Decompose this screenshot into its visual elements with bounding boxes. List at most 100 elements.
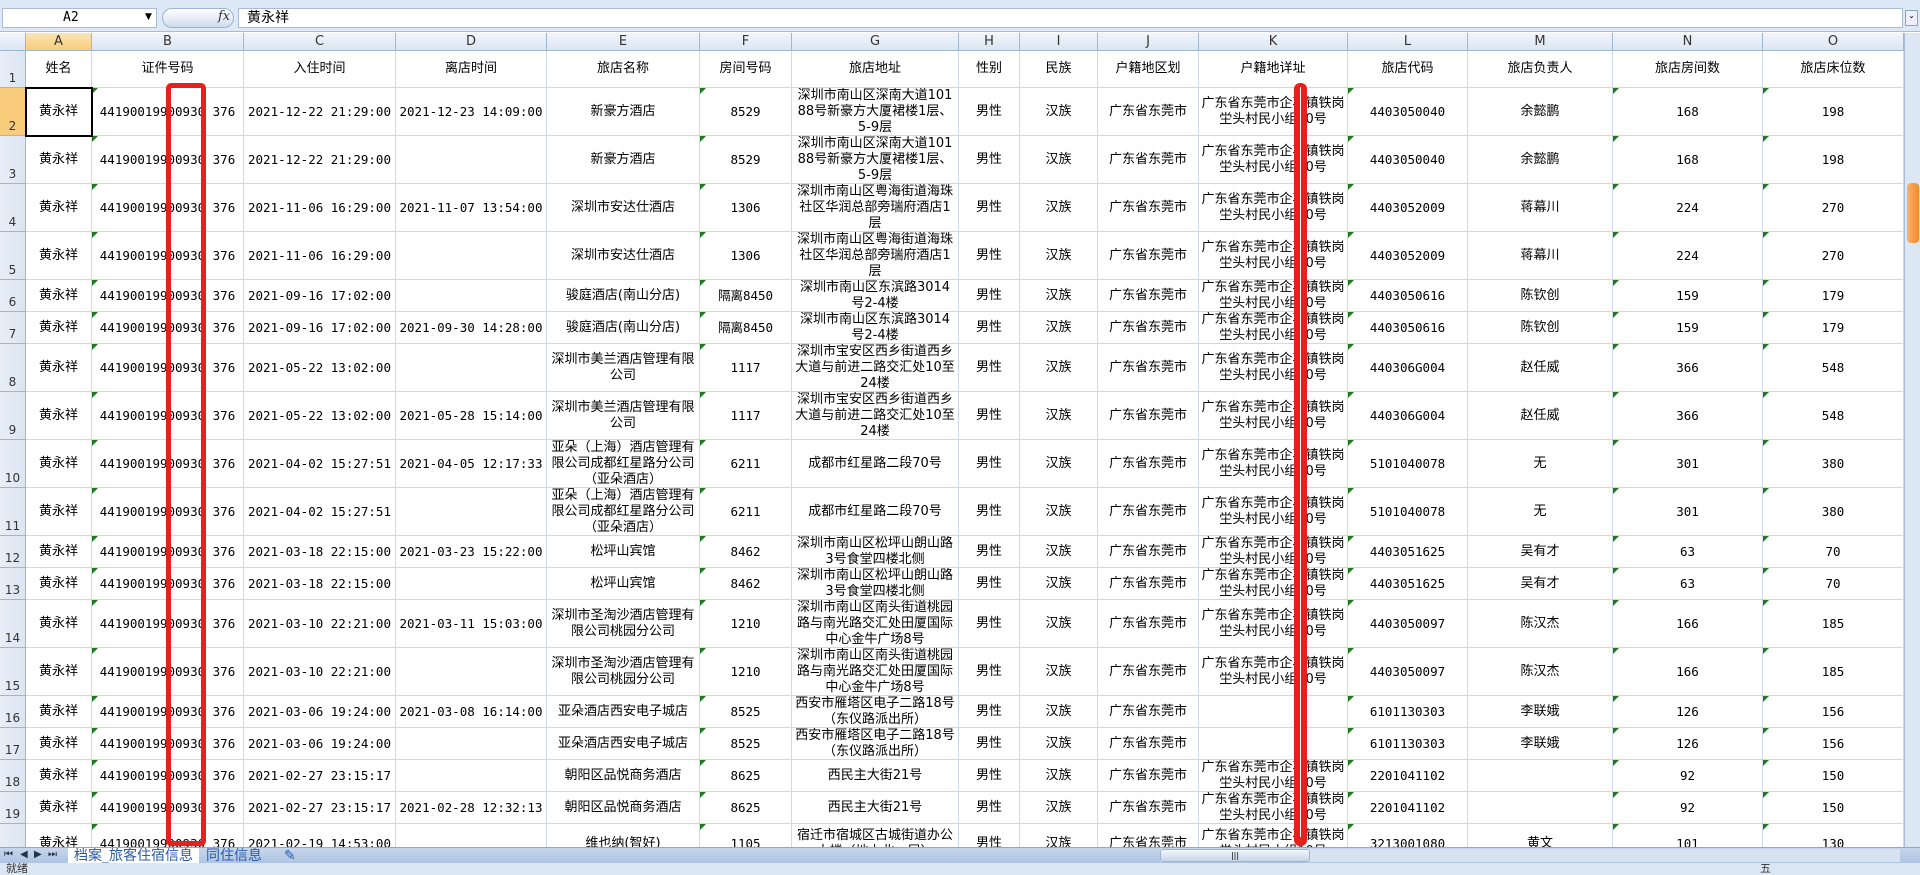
table-cell-C11[interactable]: 2021-04-02 15:27:51 xyxy=(244,488,396,536)
table-cell-J3[interactable]: 广东省东莞市 xyxy=(1098,136,1199,184)
table-cell-K16[interactable] xyxy=(1199,696,1348,728)
table-cell-H15[interactable]: 男性 xyxy=(959,648,1020,696)
table-cell-F5[interactable]: 1306 xyxy=(700,232,792,280)
vertical-scroll-thumb[interactable] xyxy=(1907,183,1919,243)
table-cell-A20[interactable]: 黄永祥 xyxy=(26,824,92,847)
table-cell-H6[interactable]: 男性 xyxy=(959,280,1020,312)
table-cell-A6[interactable]: 黄永祥 xyxy=(26,280,92,312)
table-cell-G14[interactable]: 深圳市南山区南头街道桃园路与南光路交汇处田厦国际中心金牛广场8号 xyxy=(792,600,959,648)
table-cell-G11[interactable]: 成都市红星路二段70号 xyxy=(792,488,959,536)
header-cell-J[interactable]: 户籍地区划 xyxy=(1098,51,1199,88)
table-cell-M9[interactable]: 赵任威 xyxy=(1468,392,1613,440)
header-cell-E[interactable]: 旅店名称 xyxy=(547,51,700,88)
name-box[interactable]: A2 xyxy=(2,8,157,28)
table-cell-F19[interactable]: 8625 xyxy=(700,792,792,824)
table-cell-M8[interactable]: 赵任威 xyxy=(1468,344,1613,392)
row-header-9[interactable]: 9 xyxy=(0,392,26,440)
table-cell-H11[interactable]: 男性 xyxy=(959,488,1020,536)
table-cell-L10[interactable]: 5101040078 xyxy=(1348,440,1468,488)
table-cell-C13[interactable]: 2021-03-18 22:15:00 xyxy=(244,568,396,600)
header-cell-L[interactable]: 旅店代码 xyxy=(1348,51,1468,88)
header-cell-H[interactable]: 性别 xyxy=(959,51,1020,88)
table-cell-A3[interactable]: 黄永祥 xyxy=(26,136,92,184)
table-cell-I8[interactable]: 汉族 xyxy=(1020,344,1098,392)
table-cell-C20[interactable]: 2021-02-19 14:53:00 xyxy=(244,824,396,847)
column-header-G[interactable]: G xyxy=(792,33,959,51)
header-cell-A[interactable]: 姓名 xyxy=(26,51,92,88)
column-header-D[interactable]: D xyxy=(396,33,547,51)
column-header-I[interactable]: I xyxy=(1020,33,1098,51)
table-cell-M18[interactable] xyxy=(1468,760,1613,792)
table-cell-C6[interactable]: 2021-09-16 17:02:00 xyxy=(244,280,396,312)
table-cell-G4[interactable]: 深圳市南山区粤海街道海珠社区华润总部旁瑞府酒店1层 xyxy=(792,184,959,232)
table-cell-H9[interactable]: 男性 xyxy=(959,392,1020,440)
table-cell-G8[interactable]: 深圳市宝安区西乡街道西乡大道与前进二路交汇处10至24楼 xyxy=(792,344,959,392)
table-cell-J11[interactable]: 广东省东莞市 xyxy=(1098,488,1199,536)
table-cell-F2[interactable]: 8529 xyxy=(700,88,792,136)
table-cell-N12[interactable]: 63 xyxy=(1613,536,1763,568)
table-cell-D18[interactable] xyxy=(396,760,547,792)
table-cell-L4[interactable]: 4403052009 xyxy=(1348,184,1468,232)
header-cell-D[interactable]: 离店时间 xyxy=(396,51,547,88)
table-cell-G15[interactable]: 深圳市南山区南头街道桃园路与南光路交汇处田厦国际中心金牛广场8号 xyxy=(792,648,959,696)
table-cell-F4[interactable]: 1306 xyxy=(700,184,792,232)
table-cell-J16[interactable]: 广东省东莞市 xyxy=(1098,696,1199,728)
table-cell-I9[interactable]: 汉族 xyxy=(1020,392,1098,440)
table-cell-E15[interactable]: 深圳市圣淘沙酒店管理有限公司桃园分公司 xyxy=(547,648,700,696)
row-header-15[interactable]: 15 xyxy=(0,648,26,696)
table-cell-N15[interactable]: 166 xyxy=(1613,648,1763,696)
table-cell-L16[interactable]: 6101130303 xyxy=(1348,696,1468,728)
table-cell-E14[interactable]: 深圳市圣淘沙酒店管理有限公司桃园分公司 xyxy=(547,600,700,648)
table-cell-A15[interactable]: 黄永祥 xyxy=(26,648,92,696)
table-cell-C18[interactable]: 2021-02-27 23:15:17 xyxy=(244,760,396,792)
table-cell-H3[interactable]: 男性 xyxy=(959,136,1020,184)
row-header-10[interactable]: 10 xyxy=(0,440,26,488)
table-cell-G17[interactable]: 西安市雁塔区电子二路18号（东仪路派出所） xyxy=(792,728,959,760)
table-cell-L9[interactable]: 440306G004 xyxy=(1348,392,1468,440)
column-header-F[interactable]: F xyxy=(700,33,792,51)
table-cell-E5[interactable]: 深圳市安达仕酒店 xyxy=(547,232,700,280)
header-cell-N[interactable]: 旅店房间数 xyxy=(1613,51,1763,88)
column-header-N[interactable]: N xyxy=(1613,33,1763,51)
table-cell-D16[interactable]: 2021-03-08 16:14:00 xyxy=(396,696,547,728)
table-cell-A9[interactable]: 黄永祥 xyxy=(26,392,92,440)
table-cell-J7[interactable]: 广东省东莞市 xyxy=(1098,312,1199,344)
table-cell-O16[interactable]: 156 xyxy=(1763,696,1904,728)
table-cell-I12[interactable]: 汉族 xyxy=(1020,536,1098,568)
table-cell-I11[interactable]: 汉族 xyxy=(1020,488,1098,536)
table-cell-H17[interactable]: 男性 xyxy=(959,728,1020,760)
table-cell-C16[interactable]: 2021-03-06 19:24:00 xyxy=(244,696,396,728)
table-cell-I13[interactable]: 汉族 xyxy=(1020,568,1098,600)
table-cell-K7[interactable]: 广东省东莞市企石镇铁岗坣头村民小组10号 xyxy=(1199,312,1348,344)
table-cell-C3[interactable]: 2021-12-22 21:29:00 xyxy=(244,136,396,184)
table-cell-C8[interactable]: 2021-05-22 13:02:00 xyxy=(244,344,396,392)
header-cell-O[interactable]: 旅店床位数 xyxy=(1763,51,1904,88)
table-cell-C4[interactable]: 2021-11-06 16:29:00 xyxy=(244,184,396,232)
table-cell-E20[interactable]: 维也纳(智好) xyxy=(547,824,700,847)
table-cell-N5[interactable]: 224 xyxy=(1613,232,1763,280)
table-cell-I14[interactable]: 汉族 xyxy=(1020,600,1098,648)
name-box-dropdown-icon[interactable]: ▼ xyxy=(145,12,152,22)
table-cell-I2[interactable]: 汉族 xyxy=(1020,88,1098,136)
row-header-16[interactable]: 16 xyxy=(0,696,26,728)
table-cell-D14[interactable]: 2021-03-11 15:03:00 xyxy=(396,600,547,648)
table-cell-M19[interactable] xyxy=(1468,792,1613,824)
table-cell-E11[interactable]: 亚朵（上海）酒店管理有限公司成都红星路分公司（亚朵酒店） xyxy=(547,488,700,536)
column-header-B[interactable]: B xyxy=(92,33,244,51)
table-cell-G13[interactable]: 深圳市南山区松坪山朗山路3号食堂四楼北侧 xyxy=(792,568,959,600)
table-cell-O17[interactable]: 156 xyxy=(1763,728,1904,760)
table-cell-C7[interactable]: 2021-09-16 17:02:00 xyxy=(244,312,396,344)
table-cell-O6[interactable]: 179 xyxy=(1763,280,1904,312)
table-cell-N8[interactable]: 366 xyxy=(1613,344,1763,392)
table-cell-A7[interactable]: 黄永祥 xyxy=(26,312,92,344)
table-cell-I6[interactable]: 汉族 xyxy=(1020,280,1098,312)
header-cell-K[interactable]: 户籍地详址 xyxy=(1199,51,1348,88)
table-cell-E6[interactable]: 骏庭酒店(南山分店) xyxy=(547,280,700,312)
table-cell-K12[interactable]: 广东省东莞市企石镇铁岗坣头村民小组10号 xyxy=(1199,536,1348,568)
table-cell-E4[interactable]: 深圳市安达仕酒店 xyxy=(547,184,700,232)
header-cell-I[interactable]: 民族 xyxy=(1020,51,1098,88)
table-cell-I4[interactable]: 汉族 xyxy=(1020,184,1098,232)
table-cell-F20[interactable]: 1105 xyxy=(700,824,792,847)
table-cell-A17[interactable]: 黄永祥 xyxy=(26,728,92,760)
table-cell-H19[interactable]: 男性 xyxy=(959,792,1020,824)
